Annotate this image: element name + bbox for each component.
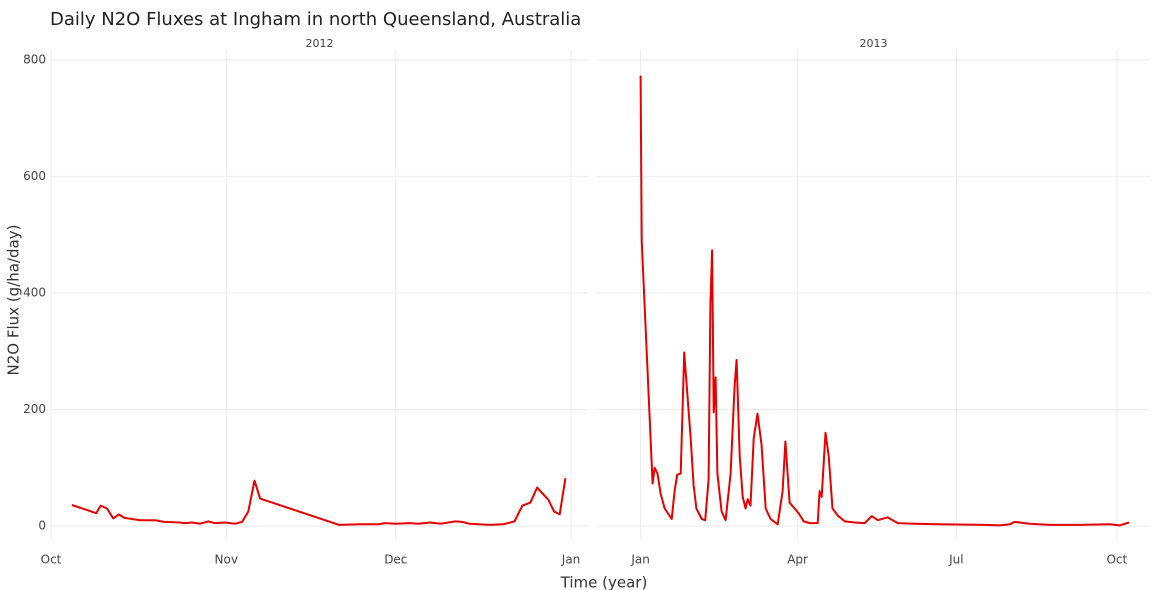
y-axis-label: N2O Flux (g/ha/day) [5, 225, 23, 376]
y-tick-label: 800 [23, 52, 46, 66]
x-tick-label: Jan [630, 553, 650, 567]
x-tick-label: Dec [384, 553, 407, 567]
y-tick-label: 0 [38, 519, 46, 533]
x-tick-label: Apr [787, 553, 808, 567]
y-tick-label: 200 [23, 402, 46, 416]
x-tick-label: Oct [1106, 553, 1127, 567]
y-tick-label: 600 [23, 169, 46, 183]
x-tick-label: Jul [948, 553, 963, 567]
x-tick-label: Jan [561, 553, 581, 567]
data-line [71, 478, 567, 526]
x-tick-label: Oct [41, 553, 62, 567]
data-line [639, 75, 1130, 527]
x-tick-label: Nov [215, 553, 238, 567]
y-tick-label: 400 [23, 285, 46, 299]
x-axis-label: Time (year) [560, 574, 648, 590]
facet-label: 2013 [860, 37, 888, 50]
chart-title: Daily N2O Fluxes at Ingham in north Quee… [50, 9, 581, 30]
facet-label: 2012 [306, 37, 334, 50]
